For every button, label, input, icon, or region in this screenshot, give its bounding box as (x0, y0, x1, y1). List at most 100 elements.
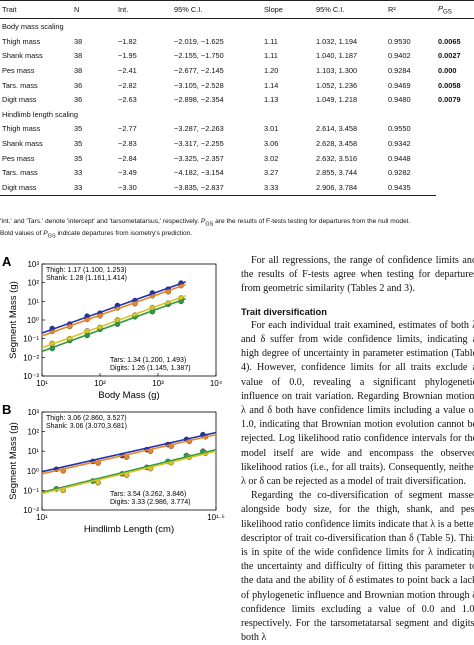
table-cell: 0.9480 (388, 95, 411, 105)
note-p: P (43, 230, 48, 238)
table-cell: 1.103, 1.300 (316, 66, 358, 76)
table-cell: 0.0027 (438, 51, 461, 61)
annotation: Thigh: 1.17 (1.100, 1.253) (46, 267, 127, 274)
table-cell: Pes mass (2, 66, 35, 76)
table-cell: −3.325, −2.357 (174, 153, 224, 163)
y-tick-label: 10⁻² (23, 506, 39, 515)
paragraph: For each individual trait examined, esti… (241, 319, 474, 488)
y-tick-label: 10⁰ (27, 467, 39, 476)
fit-line (41, 294, 186, 349)
panel-letter: B (2, 402, 11, 417)
note-text: Bold values of (0, 230, 44, 238)
paragraph: For all regressions, the range of confid… (241, 255, 474, 295)
table-cell: −2.82 (118, 80, 137, 90)
table-row: Pes mass 38 −2.41 −2.677, −2.145 1.20 1.103, … (0, 63, 474, 78)
table-row: Tars. mass 33 −3.49 −4.182, −3.154 3.27 2.855… (0, 165, 474, 180)
y-tick-label: 10⁰ (27, 316, 39, 325)
table-cell: Pes mass (2, 153, 35, 163)
table-body: Body mass scaling Thigh mass 38 −1.82 −2.019… (0, 19, 474, 196)
column-header: R² (386, 0, 436, 20)
table-cell: −2.677, −2.145 (174, 66, 224, 76)
table-cell: 2.855, 3.744 (316, 168, 358, 178)
table-cell: 0.0065 (438, 36, 461, 46)
fit-line (41, 433, 217, 475)
section-row: Body mass scaling (0, 19, 474, 34)
table-cell: −2.77 (118, 124, 137, 134)
section-title: Body mass scaling (2, 22, 64, 32)
note-text: are the results of F-tests testing for d… (213, 218, 411, 225)
table-cell: 38 (74, 36, 83, 46)
x-tick-label: 10² (94, 379, 106, 388)
section-title: Hindlimb length scaling (2, 109, 78, 119)
table-row: Thigh mass 35 −2.77 −3.287, −2.263 3.01 2.614… (0, 122, 474, 137)
column-header: PGS (436, 0, 474, 20)
table-cell: 0.9530 (388, 36, 411, 46)
table-cell: −2.63 (118, 95, 137, 105)
table-cell: 3.33 (262, 180, 314, 196)
table-cell: 38 (74, 66, 83, 76)
fit-line (41, 450, 217, 495)
table-cell: −4.182, −3.154 (174, 168, 224, 178)
header-sub: GS (442, 8, 452, 16)
y-tick-label: 10⁻¹ (23, 335, 39, 344)
table-cell: 2.614, 3.458 (316, 124, 358, 134)
fit-line (41, 283, 186, 337)
table-cell: 0.9550 (388, 124, 411, 134)
y-tick-label: 10¹ (27, 447, 39, 456)
x-tick-label: 10³ (152, 379, 164, 388)
table-cell: 2.632, 3.516 (316, 153, 358, 163)
table-cell: −3.287, −2.263 (174, 124, 224, 134)
table-cell: 2.628, 3.458 (316, 139, 358, 149)
table-row: Tars. mass 36 −2.82 −3.105, −2.528 1.14 1.052… (0, 78, 474, 93)
table-cell: −2.898, −2.354 (174, 95, 224, 105)
table-row: Shank mass 38 −1.95 −2.155, −1.750 1.11 1.040… (0, 49, 474, 64)
table-cell: Digit mass (0, 180, 72, 196)
column-header: 95% C.I. (172, 0, 262, 20)
x-tick-label: 10¹ (36, 379, 48, 388)
table-cell: 38 (74, 51, 83, 61)
y-tick-label: 10⁻³ (23, 372, 39, 381)
y-tick-label: 10² (27, 279, 39, 288)
table-cell: 0.000 (438, 66, 457, 76)
table-cell: 35 (74, 153, 83, 163)
note-sub: GS (47, 233, 56, 240)
table-cell: 33 (74, 168, 83, 178)
table-cell: 1.14 (264, 80, 279, 90)
annotation: Shank: 1.28 (1.161,1.414) (46, 275, 127, 282)
fit-line (41, 431, 217, 473)
table-cell: 1.032, 1.194 (316, 36, 358, 46)
table-row: Thigh mass 38 −1.82 −2.019, −1.625 1.11 1.032… (0, 34, 474, 49)
header-text: P (438, 4, 443, 13)
y-tick-label: 10² (27, 428, 39, 437)
table-cell: −3.317, −2.255 (174, 139, 224, 149)
table-cell: Digit mass (2, 95, 37, 105)
header-row: Trait N Int. 95% C.I. Slope 95% C.I. R² PGS (0, 0, 474, 20)
note-text: indicate departures from isometry's pred… (55, 230, 193, 238)
section-heading: Trait diversification (241, 305, 327, 317)
note-sub: GS (205, 221, 214, 228)
results-table: Trait N Int. 95% C.I. Slope 95% C.I. R² PGS Bod… (0, 0, 474, 196)
annotation: Tars: 3.54 (3.262, 3.846) (110, 491, 186, 498)
column-header: 95% C.I. (314, 0, 386, 20)
y-tick-label: 10³ (27, 260, 39, 269)
section-row: Hindlimb length scaling (0, 107, 474, 122)
table-cell: Thigh mass (2, 124, 41, 134)
fit-line (41, 281, 186, 334)
table-cell: 0.0079 (438, 95, 461, 105)
table-row: Digit mass 33 −3.30 −3.835, −2.837 3.33 2.906… (0, 180, 474, 196)
column-header: N (72, 0, 116, 20)
paragraph: Regarding the co-diversification of segm… (241, 490, 474, 644)
table-cell: 0.9435 (386, 180, 436, 196)
table-cell: 3.02 (264, 153, 279, 163)
x-axis-title: Hindlimb Length (cm) (84, 524, 174, 535)
note-p: P (200, 218, 206, 225)
table-row: Digit mass 36 −2.63 −2.898, −2.354 1.13 1.049… (0, 92, 474, 107)
table-cell: −2.155, −1.750 (174, 51, 224, 61)
table-cell: 0.9282 (388, 168, 411, 178)
note: 'Int.' and 'Tars.' denote 'intercept' an… (0, 217, 474, 229)
table-cell: Shank mass (2, 51, 43, 61)
table-cell: 0.9448 (388, 153, 411, 163)
table-row: Pes mass 35 −2.84 −3.325, −2.357 3.02 2.632, … (0, 151, 474, 166)
table-cell: 1.11 (264, 51, 278, 61)
x-tick-label: 10¹·⁵ (207, 513, 225, 522)
